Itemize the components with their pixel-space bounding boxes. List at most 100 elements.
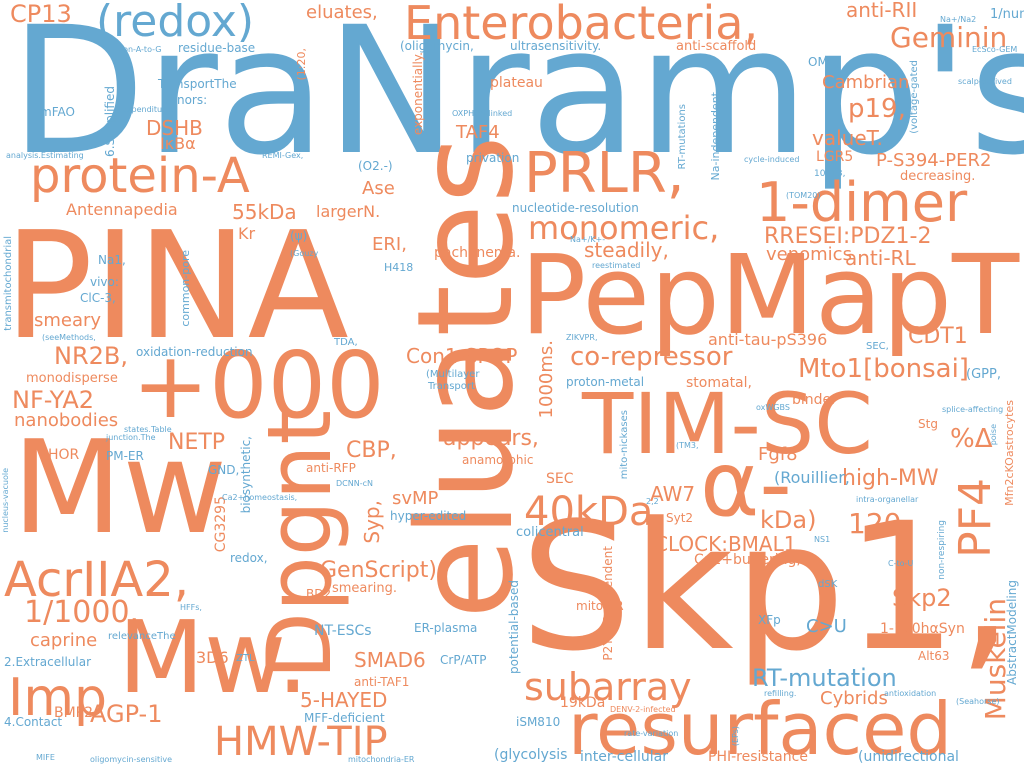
word-rtmut2: RT-mutations xyxy=(677,104,688,170)
word-erplasma: ER-plasma xyxy=(414,621,478,635)
word-mfn2: Mfn2cKOastrocytes xyxy=(1003,400,1016,506)
word-kr: Kr xyxy=(238,224,256,243)
word-ikba: IκBα xyxy=(160,134,196,153)
word-p2y12r: P2Y12R-dependent xyxy=(601,546,615,661)
word-con1spop: Con1-SPOP xyxy=(406,344,518,368)
word-clockbmal: CLOCK:BMAL1 xyxy=(654,532,797,556)
word-svmp: svMP xyxy=(392,488,439,509)
word-nucleusvac: nucleus-vacuole xyxy=(1,468,10,533)
word-lgr5: LGR5 xyxy=(816,149,854,165)
word-geminin: Geminin xyxy=(890,21,1008,54)
word-crpatp: CrP/ATP xyxy=(440,653,487,667)
word-redox2: redox, xyxy=(230,551,268,565)
word-plus000: +000 xyxy=(132,332,385,439)
word-oxred: oxidation-reduction xyxy=(136,345,253,359)
word-protein-a: protein-A xyxy=(30,148,250,204)
word-11000: 1/1000. xyxy=(24,595,140,630)
word-pct-delta: %Δ xyxy=(950,424,993,454)
word-rreseipdz: RRESEI:PDZ1-2 xyxy=(764,224,932,249)
word-dshb: DSHB xyxy=(146,116,203,140)
word-multilayer: (Multilayer xyxy=(426,369,480,380)
word-ca2homeo: Ca2+homeostasis, xyxy=(222,493,298,502)
word-analysis: analysis.Estimating xyxy=(6,151,84,160)
word-5hayed: 5-HAYED xyxy=(300,688,388,712)
word-ca2buff: Ca2+buffering, xyxy=(694,552,801,568)
word-psi: (ψ) xyxy=(290,229,308,243)
word-junction: junction.The xyxy=(106,433,156,442)
word-cu: C>U xyxy=(806,616,847,637)
word-1120: 1-120hαSyn xyxy=(880,621,965,637)
word-cambrian: Cambrian xyxy=(822,72,910,93)
word-glycolysis: (glycolysis xyxy=(494,747,568,763)
word-smeary: smeary xyxy=(34,310,102,331)
word-voltage: (voltage-gated xyxy=(909,60,920,134)
word-steadily: steadily, xyxy=(584,238,669,262)
word-potential: potential-based xyxy=(507,580,521,674)
word-pachynema: pachynema. xyxy=(434,245,521,261)
word-splice: splice-affecting xyxy=(942,405,1004,414)
word-1number: 1/number xyxy=(990,7,1024,22)
word-syp: Syp, xyxy=(360,500,384,544)
word-nonatog: non-A-to-G xyxy=(118,45,162,54)
word-tim-sc: TIM-SC xyxy=(582,375,873,473)
word-skp1: Skp1, xyxy=(520,485,1014,690)
word-6simp: 6.Simplified xyxy=(103,86,117,157)
word-cycleinduced: cycle-induced xyxy=(744,155,800,164)
word-22: 2,2 xyxy=(646,497,659,506)
word-agp1: AGP-1 xyxy=(90,700,163,728)
word-mitoer2: mitochondria-ER xyxy=(348,755,415,764)
word-na1: Na1, xyxy=(98,253,126,267)
word-10413: 10413, xyxy=(814,169,846,179)
word-bmp2: BMP2 xyxy=(54,705,94,721)
word-monodisperse: monodisperse xyxy=(26,371,118,386)
word-transport: Transport xyxy=(428,381,475,392)
word-h418: H418 xyxy=(384,261,414,274)
word-genscript: GenScript) xyxy=(320,558,437,583)
word-statestable: states.Table xyxy=(124,425,172,434)
word-subarray: subarray xyxy=(524,665,692,709)
word-mw: Mw xyxy=(12,414,228,563)
word-ase: Ase xyxy=(362,178,395,199)
word-ecsco: EcSco-GEM xyxy=(972,45,1018,54)
word-colicentral: colicentral xyxy=(516,525,584,540)
word-eps: (EPs) xyxy=(731,726,740,747)
word-hor: HOR xyxy=(48,447,80,463)
word-naindep: Na-independent xyxy=(709,92,722,181)
word-rouillier: (Rouillier, xyxy=(774,468,850,487)
word-oligomycin: (oligomycin, xyxy=(400,39,474,53)
word-pf4: PF4 xyxy=(950,478,1001,558)
word-1-20: (1:20, xyxy=(295,48,308,81)
word-prlr: PRLR, xyxy=(524,141,685,206)
word-scalp: scalp-derived xyxy=(958,77,1012,86)
word-mfao: mFAO xyxy=(40,105,75,119)
word-tda: TDA, xyxy=(334,337,358,348)
word-antirfp: anti-RFP xyxy=(306,461,356,475)
word-anti-tau: anti-tau-pS396 xyxy=(708,330,828,349)
word-alt63: Alt63 xyxy=(918,649,950,663)
word-dsk: dSK xyxy=(818,579,838,590)
word-appears: appears, xyxy=(443,426,539,451)
word-sec2: SEC xyxy=(546,471,574,487)
word-high-mw: high-MW xyxy=(842,466,939,491)
word-plateau: plateau xyxy=(490,75,543,91)
word-sec: SEC, xyxy=(866,341,889,352)
word-clc3: ClC-3, xyxy=(80,291,116,305)
word-tm3: (TM3, xyxy=(676,441,699,450)
word-nakplus: Na+/K+- xyxy=(570,235,606,244)
word-caprine: caprine xyxy=(30,630,98,651)
word-eluates2: eluates, xyxy=(306,2,378,23)
word-ps394: P-S394-PER2 xyxy=(876,150,992,171)
word-oxphos: OXPHOS-linked xyxy=(452,109,513,118)
word-decreasing: decreasing. xyxy=(900,169,976,184)
word-reestimated: reestimated xyxy=(592,261,641,270)
word-mitonick: mito-nickases xyxy=(619,410,630,480)
word-venomics: venomics xyxy=(766,244,852,265)
word-denv2: DENV-2-infected xyxy=(610,705,676,714)
word-antitaf1: anti-TAF1 xyxy=(354,675,410,689)
word-valuet: valueT. xyxy=(812,126,883,150)
word-ntescs: NT-ESCs xyxy=(314,623,372,639)
word-imp: Imp xyxy=(8,668,107,728)
word-hffs: HFFs, xyxy=(180,603,202,612)
word-anamorphic: anamorphic xyxy=(462,453,534,467)
